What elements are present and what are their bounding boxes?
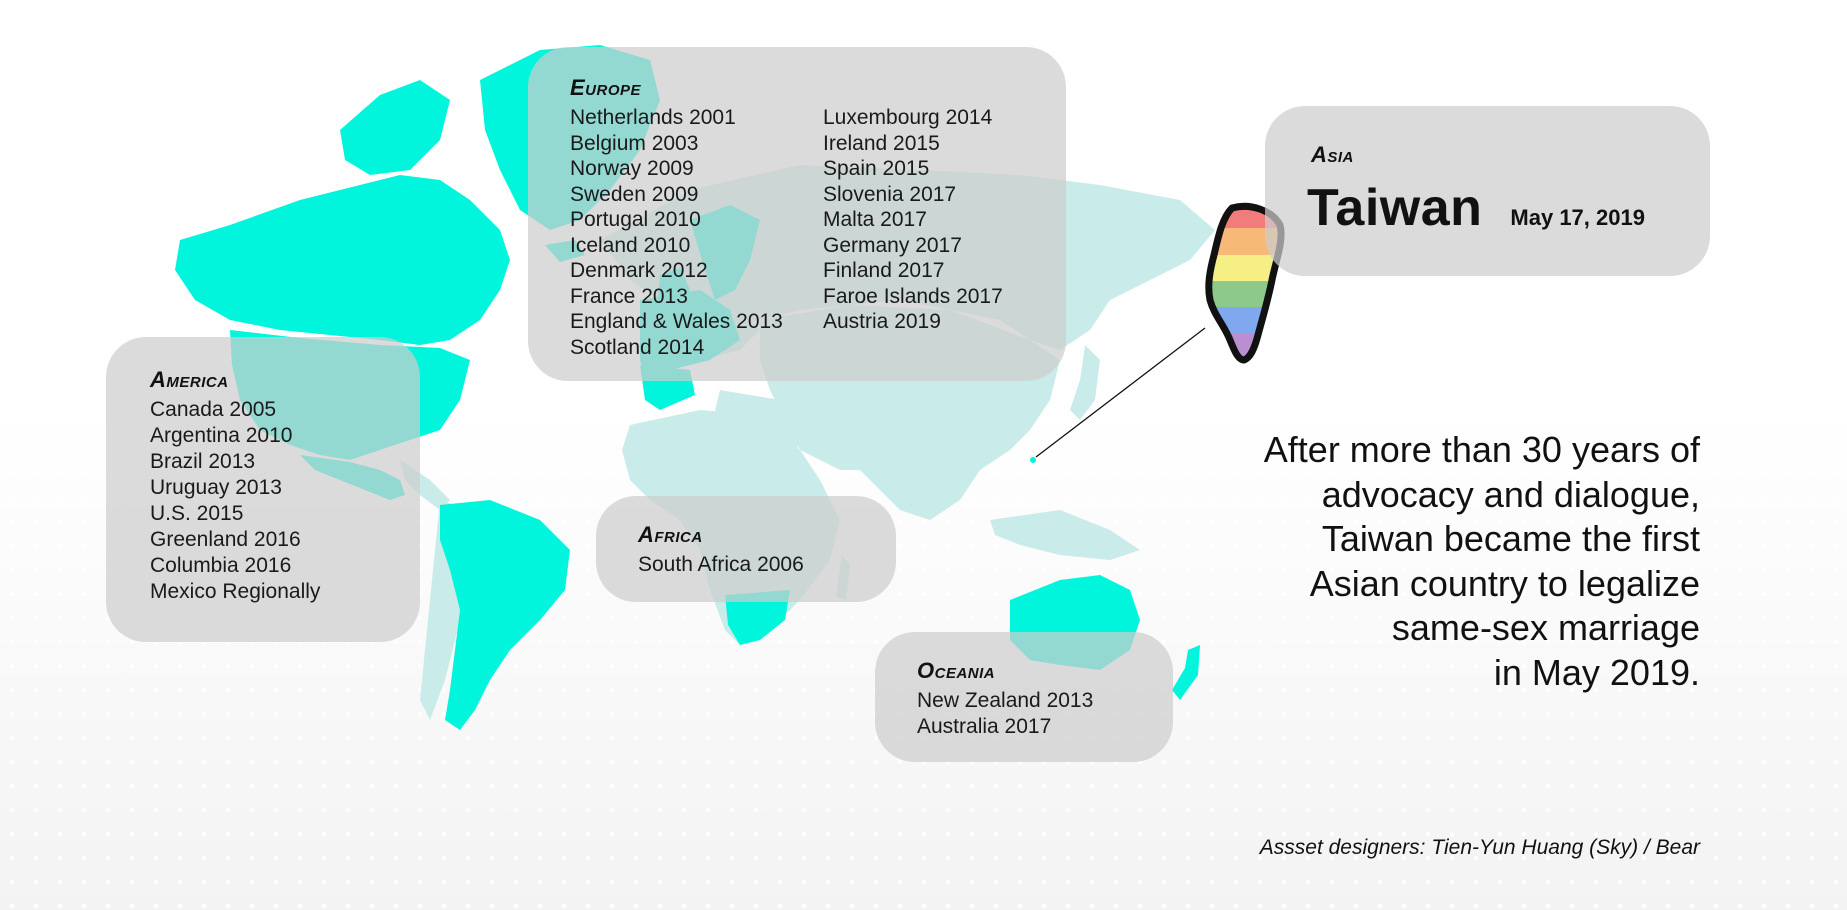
europe-list-column-1: Netherlands 2001 Belgium 2003 Norway 2009 S…	[570, 105, 823, 360]
asia-panel: Asia Taiwan May 17, 2019	[1265, 106, 1710, 276]
taiwan-pointer-line	[1035, 327, 1206, 458]
headline-line: After more than 30 years of	[1263, 429, 1700, 470]
headline-line: Asian country to legalize	[1309, 562, 1700, 604]
europe-country-item: France 2013	[570, 284, 688, 308]
new-zealand-shape	[1172, 645, 1200, 700]
region-title-oceania: Oceania	[917, 658, 996, 683]
europe-country-item: Finland 2017	[823, 259, 945, 282]
headline-statement: After more than 30 years of advocacy and…	[1100, 428, 1700, 695]
america-country-item: Argentina 2010	[150, 424, 293, 447]
southeast-asia-islands	[990, 510, 1140, 560]
region-title-europe: Europe	[570, 75, 642, 100]
headline-line: Taiwan became the first	[1321, 518, 1700, 559]
headline-line: advocacy and dialogue,	[1321, 473, 1700, 515]
europe-country-item: Belgium 2003	[570, 131, 699, 155]
america-list: Canada 2005 Argentina 2010 Brazil 2013 Urug…	[150, 397, 420, 605]
europe-country-item: England & Wales 2013	[570, 310, 783, 333]
america-country-item: Uruguay 2013	[150, 476, 282, 499]
region-title-america: America	[150, 367, 229, 392]
europe-country-item: Portugal 2010	[570, 208, 701, 231]
europe-country-item: Luxembourg 2014	[823, 106, 993, 129]
america-country-item: Greenland 2016	[150, 528, 301, 551]
taiwan-map-dot	[1030, 457, 1036, 463]
africa-country-item: South Africa 2006	[638, 553, 804, 576]
europe-country-item: Norway 2009	[570, 157, 694, 180]
america-country-item: Canada 2005	[150, 398, 277, 421]
oceania-country-item: New Zealand 2013	[917, 689, 1094, 712]
america-country-item: Mexico Regionally	[150, 580, 321, 603]
oceania-list: New Zealand 2013 Australia 2017	[917, 688, 1173, 739]
europe-country-item: Malta 2017	[823, 208, 927, 231]
south-africa-shape	[725, 590, 790, 645]
europe-country-item: Germany 2017	[823, 233, 962, 257]
america-country-item: U.S. 2015	[150, 502, 244, 525]
region-title-africa: Africa	[638, 522, 703, 547]
headline-line: in May 2019.	[1493, 651, 1700, 693]
taiwan-country-name: Taiwan	[1307, 179, 1483, 237]
europe-country-item: Denmark 2012	[570, 259, 708, 282]
headline-line: same-sex marriage	[1391, 607, 1700, 648]
africa-panel: Africa South Africa 2006	[596, 496, 896, 602]
america-panel: America Canada 2005 Argentina 2010 Brazil …	[106, 337, 420, 642]
africa-list: South Africa 2006	[638, 552, 896, 578]
europe-country-item: Spain 2015	[823, 157, 930, 180]
america-country-item: Brazil 2013	[150, 450, 256, 473]
taiwan-legalization-date: May 17, 2019	[1510, 205, 1645, 230]
oceania-country-item: Australia 2017	[917, 714, 1052, 738]
europe-columns: Netherlands 2001 Belgium 2003 Norway 2009 S…	[570, 105, 1066, 360]
south-america-shape	[440, 500, 570, 730]
europe-country-item: Ireland 2015	[823, 131, 940, 155]
asset-credit: Assset designers: Tien-Yun Huang (Sky) /…	[1259, 836, 1700, 859]
europe-country-item: Austria 2019	[823, 310, 941, 333]
europe-country-item: Iceland 2010	[570, 233, 691, 257]
arctic-islands	[340, 80, 450, 175]
oceania-panel: Oceania New Zealand 2013 Australia 2017	[875, 632, 1173, 762]
europe-panel: Europe Netherlands 2001 Belgium 2003 Norwa…	[528, 47, 1066, 381]
europe-country-item: Slovenia 2017	[823, 182, 957, 206]
europe-country-item: Scotland 2014	[570, 335, 705, 359]
america-country-item: Columbia 2016	[150, 554, 292, 577]
europe-country-item: Netherlands 2001	[570, 106, 736, 129]
asia-highlight-row: Taiwan May 17, 2019	[1307, 178, 1710, 238]
europe-list-column-2: Luxembourg 2014 Ireland 2015 Spain 2015 Slo…	[823, 105, 1003, 360]
region-title-asia: Asia	[1311, 142, 1354, 167]
rainbow-band-yellow	[1208, 255, 1282, 281]
europe-country-item: Faroe Islands 2017	[823, 284, 1003, 308]
canada-shape	[175, 175, 510, 345]
europe-country-item: Sweden 2009	[570, 182, 699, 206]
japan	[1070, 345, 1100, 420]
